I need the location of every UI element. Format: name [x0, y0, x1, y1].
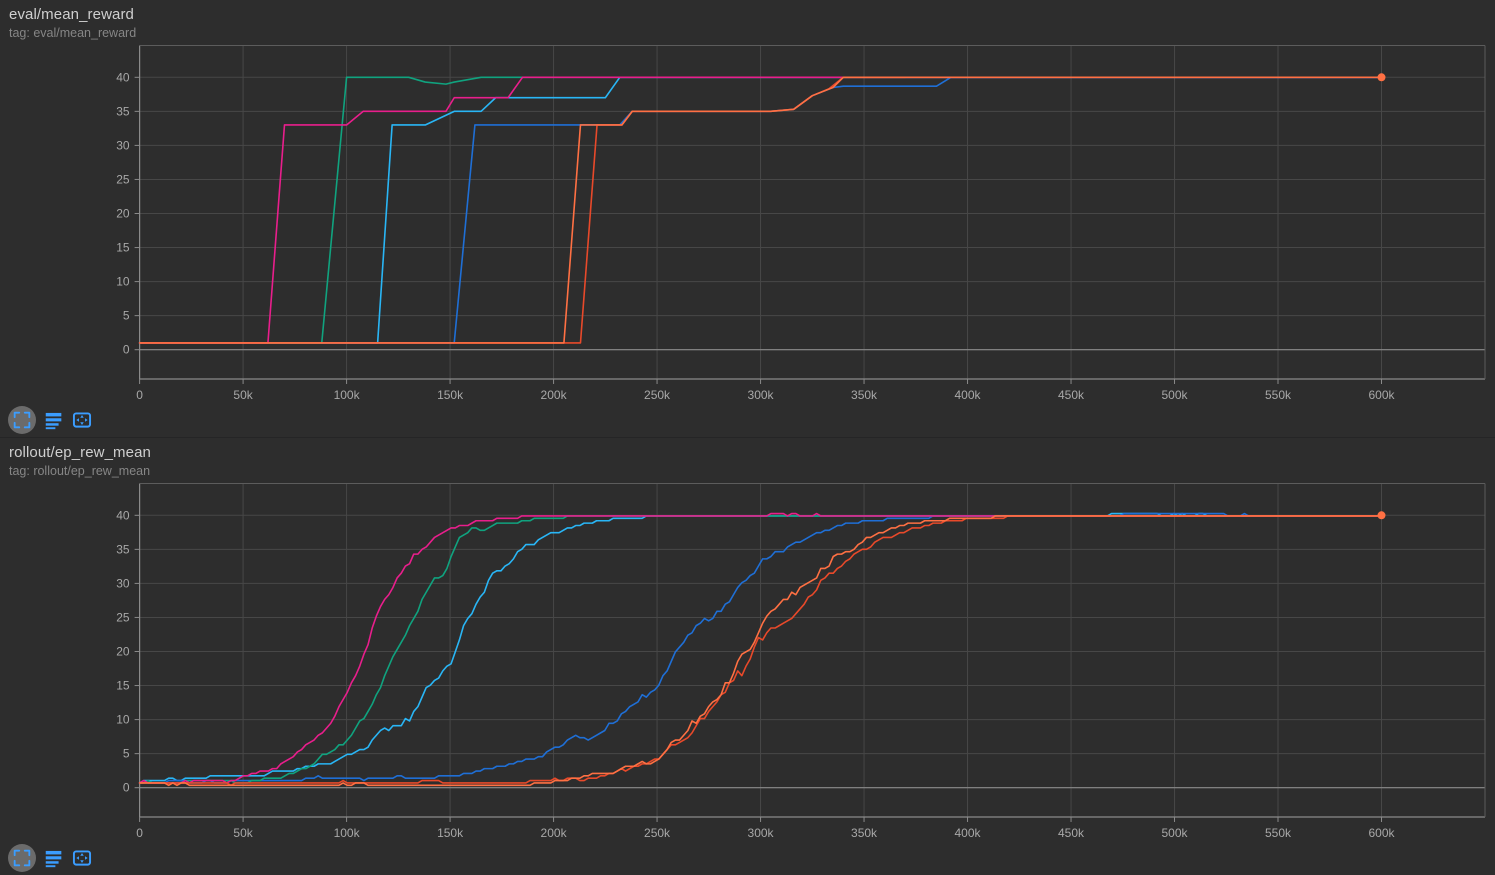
svg-text:250k: 250k — [644, 826, 671, 840]
svg-text:40: 40 — [116, 508, 130, 522]
svg-text:15: 15 — [116, 679, 130, 693]
svg-text:300k: 300k — [748, 388, 775, 402]
svg-text:150k: 150k — [437, 388, 464, 402]
svg-text:400k: 400k — [955, 826, 982, 840]
svg-text:250k: 250k — [644, 388, 671, 402]
svg-text:200k: 200k — [541, 388, 568, 402]
svg-text:30: 30 — [116, 576, 130, 590]
svg-text:25: 25 — [116, 610, 130, 624]
svg-text:600k: 600k — [1368, 826, 1395, 840]
svg-text:300k: 300k — [748, 826, 775, 840]
svg-text:0: 0 — [123, 781, 130, 795]
svg-text:200k: 200k — [541, 826, 568, 840]
svg-text:50k: 50k — [233, 388, 253, 402]
svg-text:100k: 100k — [334, 826, 361, 840]
svg-text:5: 5 — [123, 309, 130, 323]
svg-text:10: 10 — [116, 275, 130, 289]
svg-text:350k: 350k — [851, 826, 878, 840]
svg-text:450k: 450k — [1058, 388, 1085, 402]
svg-text:0: 0 — [136, 826, 143, 840]
svg-text:25: 25 — [116, 172, 130, 186]
svg-text:50k: 50k — [233, 826, 253, 840]
svg-text:100k: 100k — [334, 388, 361, 402]
svg-text:550k: 550k — [1265, 826, 1292, 840]
svg-text:450k: 450k — [1058, 826, 1085, 840]
svg-text:0: 0 — [136, 388, 143, 402]
svg-text:30: 30 — [116, 138, 130, 152]
svg-text:35: 35 — [116, 542, 130, 556]
svg-text:150k: 150k — [437, 826, 464, 840]
svg-text:600k: 600k — [1368, 388, 1395, 402]
svg-text:400k: 400k — [955, 388, 982, 402]
svg-text:350k: 350k — [851, 388, 878, 402]
svg-text:5: 5 — [123, 747, 130, 761]
svg-text:0: 0 — [123, 343, 130, 357]
svg-text:20: 20 — [116, 207, 130, 221]
svg-text:20: 20 — [116, 645, 130, 659]
svg-text:10: 10 — [116, 713, 130, 727]
svg-text:35: 35 — [116, 104, 130, 118]
svg-text:15: 15 — [116, 241, 130, 255]
svg-text:550k: 550k — [1265, 388, 1292, 402]
svg-text:500k: 500k — [1162, 826, 1189, 840]
svg-text:40: 40 — [116, 70, 130, 84]
svg-text:500k: 500k — [1162, 388, 1189, 402]
